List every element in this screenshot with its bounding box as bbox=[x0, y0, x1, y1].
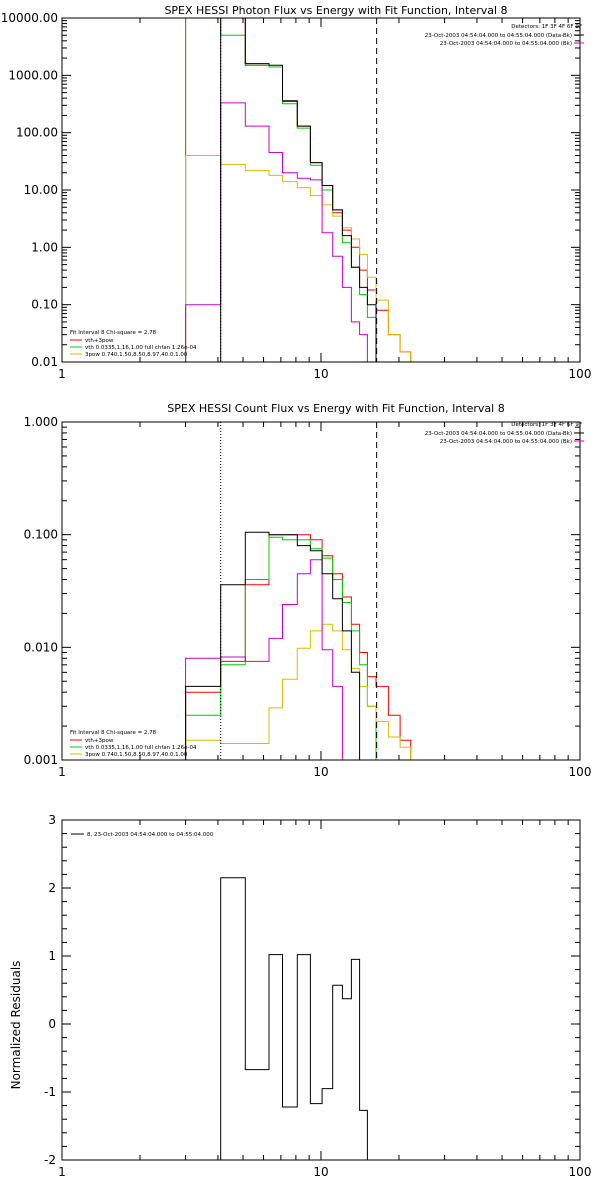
series-line-3 bbox=[185, 102, 368, 362]
series-line-0 bbox=[220, 877, 376, 1161]
y-tick-label: 1.000 bbox=[24, 415, 58, 429]
photon-flux-chart: SPEX HESSI Photon Flux vs Energy with Fi… bbox=[1, 4, 592, 381]
x-tick-label: 100 bbox=[569, 367, 592, 381]
x-tick-label: 10 bbox=[313, 765, 328, 779]
y-tick-label: 0.001 bbox=[24, 753, 58, 767]
x-tick-label: 1 bbox=[58, 367, 66, 381]
legend-data-bk: 23-Oct-2003 04:54:04.000 to 04:55:04.000… bbox=[425, 431, 572, 437]
series-line-2 bbox=[185, 623, 412, 760]
legend-green: vth 0.0335,1.16,1.00 full chfan 1.26e-04 bbox=[85, 745, 197, 751]
legend-fit-interval: Fit Interval 8 Chi-square = 2.78 bbox=[70, 730, 157, 736]
chart-title: SPEX HESSI Photon Flux vs Energy with Fi… bbox=[164, 4, 507, 17]
x-tick-label: 10 bbox=[313, 367, 328, 381]
series-line-4 bbox=[185, 531, 361, 760]
legend-top: Detectors: 1F 3F 4F 6F 9F 23-Oct-2003 04… bbox=[425, 422, 584, 445]
y-tick-label: 3 bbox=[48, 813, 56, 827]
y-tick-label: 0.01 bbox=[31, 355, 58, 369]
y-tick-label: 0.10 bbox=[31, 298, 58, 312]
residuals-chart: -2 -1 0 1 2 3 1 10 100 Normalized Residuals 8, 2… bbox=[9, 813, 592, 1179]
y-tick-label: 1000.00 bbox=[8, 68, 58, 82]
x-tick-label: 100 bbox=[569, 765, 592, 779]
legend-top: Detectors: 1F 3F 4F 6F 9F 23-Oct-2003 04… bbox=[425, 24, 584, 47]
series-line-3 bbox=[185, 559, 343, 760]
legend-top: 8, 23-Oct-2003 04:54:04.000 to 04:55:04.… bbox=[71, 832, 214, 838]
y-tick-label: 10.00 bbox=[24, 183, 58, 197]
legend-bk: 23-Oct-2003 04:54:04.000 to 04:55:04.000… bbox=[440, 439, 572, 445]
x-tick-label: 1 bbox=[58, 765, 66, 779]
y-tick-label: 1 bbox=[48, 949, 56, 963]
y-tick-label: 0.100 bbox=[24, 528, 58, 542]
y-tick-label: 10000.00 bbox=[1, 11, 58, 25]
chart-title: SPEX HESSI Count Flux vs Energy with Fit… bbox=[167, 402, 504, 415]
series-line-2 bbox=[185, 155, 412, 362]
series-line-1 bbox=[185, 536, 377, 760]
x-tick-label: 100 bbox=[569, 1165, 592, 1179]
x-tick-label: 10 bbox=[313, 1165, 328, 1179]
legend-bottom: Fit Interval 8 Chi-square = 2.78 vth+3po… bbox=[70, 730, 197, 758]
legend-detectors: Detectors: 1F 3F 4F 6F 9F bbox=[511, 24, 582, 30]
legend-data-bk: 23-Oct-2003 04:54:04.000 to 04:55:04.000… bbox=[425, 33, 572, 39]
legend-bk: 23-Oct-2003 04:54:04.000 to 04:55:04.000… bbox=[440, 41, 572, 47]
y-tick-label: 100.00 bbox=[16, 126, 58, 140]
series-line-0 bbox=[185, 534, 412, 760]
count-flux-chart: SPEX HESSI Count Flux vs Energy with Fit… bbox=[24, 402, 592, 779]
legend-detectors: Detectors: 1F 3F 4F 6F 9F bbox=[511, 422, 582, 428]
x-tick-label: 1 bbox=[58, 1165, 66, 1179]
legend-bottom: Fit Interval 8 Chi-square = 2.78 vth+3po… bbox=[70, 330, 197, 358]
y-axis-label: Normalized Residuals bbox=[9, 961, 23, 1090]
legend-green: vth 0.0335,1.16,1.00 full chfan 1.26e-04 bbox=[85, 345, 197, 351]
y-tick-label: -2 bbox=[44, 1153, 56, 1167]
y-tick-label: 1.00 bbox=[31, 240, 58, 254]
legend-yellow: 3pow 0.740,1.50,8.50,8.97,40.0,1.00 bbox=[85, 352, 188, 358]
plot-frame bbox=[61, 819, 581, 1161]
legend-yellow: 3pow 0.740,1.50,8.50,8.97,40.0,1.00 bbox=[85, 752, 188, 758]
legend-red: vth+3pow bbox=[85, 338, 114, 344]
y-tick-label: 2 bbox=[48, 881, 56, 895]
legend-red: vth+3pow bbox=[85, 738, 114, 744]
legend-fit-interval: Fit Interval 8 Chi-square = 2.78 bbox=[70, 330, 157, 336]
y-tick-label: -1 bbox=[44, 1085, 56, 1099]
plot-frame bbox=[61, 421, 581, 761]
series-line-1 bbox=[185, 17, 389, 363]
y-tick-label: 0.010 bbox=[24, 640, 58, 654]
plot-frame bbox=[61, 17, 581, 363]
legend-interval: 8, 23-Oct-2003 04:54:04.000 to 04:55:04.… bbox=[87, 832, 214, 838]
y-tick-label: 0 bbox=[48, 1017, 56, 1031]
series-line-4 bbox=[185, 17, 377, 363]
